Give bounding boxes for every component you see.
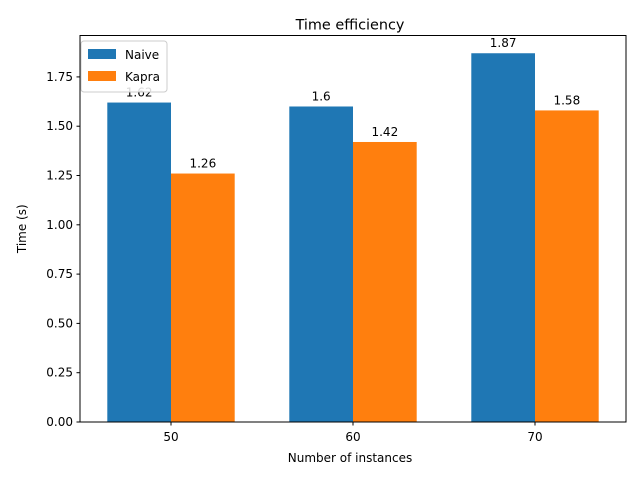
x-tick-label: 50: [163, 430, 178, 444]
y-tick-label: 0.25: [46, 366, 73, 380]
x-tick-label: 70: [527, 430, 542, 444]
bar-naive-50: [107, 102, 171, 422]
bar-kapra-50: [171, 173, 235, 422]
y-axis: 0.00 0.25 0.50 0.75 1.00 1.25 1.50 1.75: [46, 70, 80, 429]
plot-frame: [79, 35, 627, 423]
chart-title: Time efficiency: [295, 18, 405, 34]
bars: [107, 53, 599, 423]
y-tick-label: 0.00: [46, 415, 73, 429]
bar-kapra-70: [535, 110, 599, 423]
legend-swatch-naive: [88, 49, 116, 59]
x-tick-label: 60: [345, 430, 360, 444]
bar-value-label: 1.6: [312, 89, 331, 103]
legend-label-naive: Naive: [125, 48, 159, 62]
y-axis-label: Time (s): [15, 204, 29, 254]
bar-value-label: 1.26: [189, 157, 216, 171]
legend-swatch-kapra: [88, 71, 116, 81]
y-tick-label: 1.75: [46, 70, 73, 84]
x-axis: 50 60 70: [163, 422, 543, 444]
bar-value-label: 1.87: [490, 36, 517, 50]
y-tick-label: 1.50: [46, 119, 73, 133]
bar-labels: 1.62 1.61.871.261.421.58: [126, 36, 580, 170]
bar-value-label: 1.58: [553, 93, 580, 107]
x-axis-label: Number of instances: [288, 451, 413, 465]
y-tick-label: 0.50: [46, 316, 73, 330]
legend-label-kapra: Kapra: [125, 70, 160, 84]
y-tick-label: 1.00: [46, 218, 73, 232]
y-tick-label: 1.25: [46, 169, 73, 183]
bar-naive-70: [471, 53, 535, 423]
bar-value-label: 1.42: [371, 125, 398, 139]
bar-naive-60: [289, 106, 353, 422]
legend: Naive Kapra: [80, 40, 168, 93]
bar-kapra-60: [353, 141, 417, 423]
y-tick-label: 0.75: [46, 267, 73, 281]
